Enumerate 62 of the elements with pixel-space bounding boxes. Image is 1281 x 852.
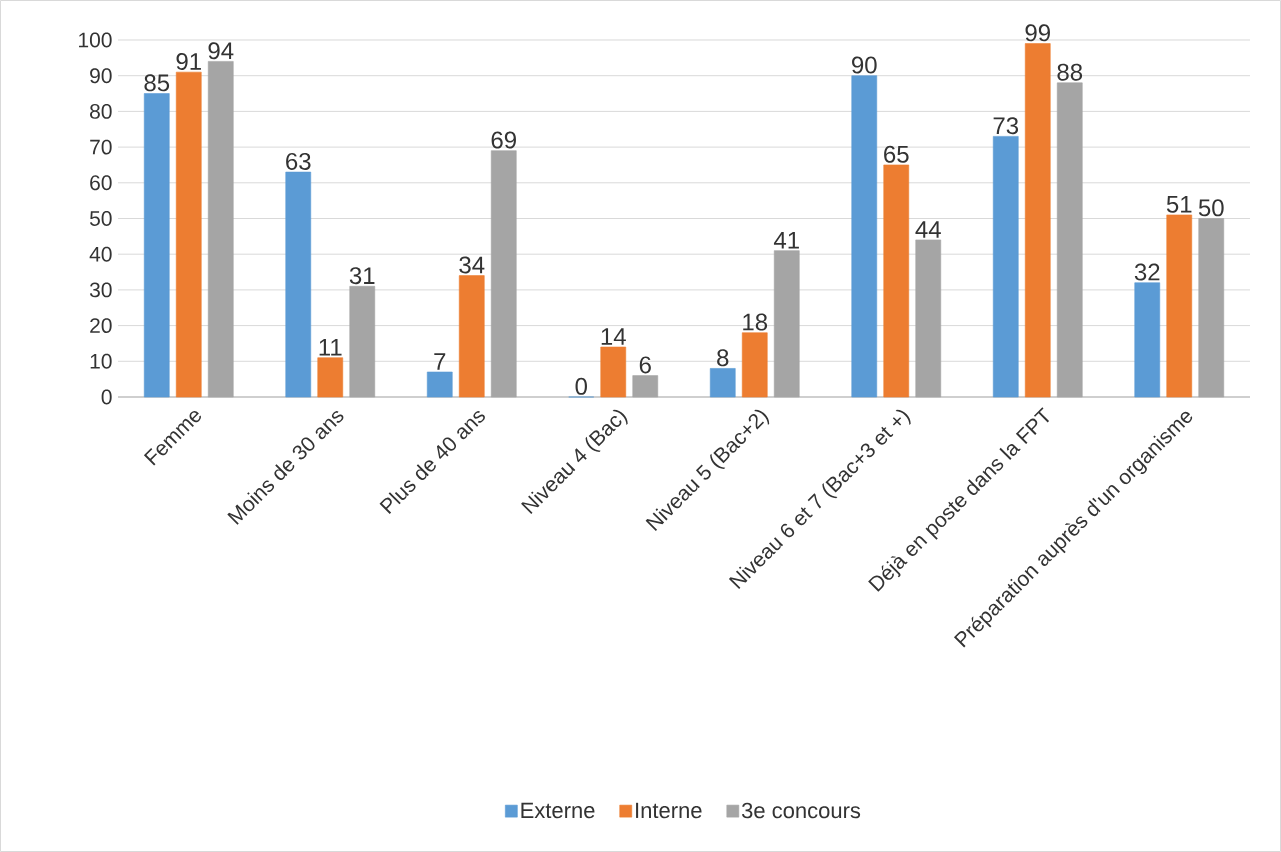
bar xyxy=(285,171,312,398)
data-label: 31 xyxy=(349,267,375,285)
bar xyxy=(1024,43,1051,398)
bar xyxy=(317,357,344,398)
data-label: 41 xyxy=(773,231,799,249)
y-tick-label: 30 xyxy=(89,282,112,298)
bar xyxy=(490,150,517,398)
data-label: 6 xyxy=(639,356,651,374)
y-tick-label: 50 xyxy=(89,211,112,226)
data-label: 34 xyxy=(459,256,485,274)
bar xyxy=(426,371,453,398)
data-label: 99 xyxy=(1025,24,1050,42)
y-tick-label: 60 xyxy=(90,175,112,191)
bar xyxy=(1166,214,1193,398)
bar xyxy=(1134,282,1161,398)
data-label: 65 xyxy=(884,145,909,163)
bar xyxy=(883,164,910,398)
data-label: 8 xyxy=(717,349,729,367)
bar xyxy=(992,136,1019,398)
y-tick-label: 10 xyxy=(90,353,112,369)
legend-label: Externe xyxy=(521,802,595,819)
bar xyxy=(143,93,170,398)
bar xyxy=(741,332,768,398)
data-label: 14 xyxy=(601,328,626,345)
legend-label: Interne xyxy=(636,802,702,819)
y-tick-label: 40 xyxy=(89,246,112,262)
data-label: 73 xyxy=(993,117,1019,135)
bar xyxy=(207,61,234,398)
data-label: 32 xyxy=(1134,263,1160,281)
bar xyxy=(349,286,376,398)
data-label: 85 xyxy=(144,74,170,92)
y-tick-label: 0 xyxy=(101,389,112,405)
x-tick-label: Plus de 40 ans xyxy=(379,411,485,514)
legend-label: 3e concours xyxy=(741,802,861,819)
data-label: 44 xyxy=(915,221,941,238)
data-label: 69 xyxy=(491,131,516,149)
data-label: 11 xyxy=(319,339,342,356)
data-label: 51 xyxy=(1166,195,1192,213)
data-label: 0 xyxy=(575,377,587,395)
bar xyxy=(632,375,659,398)
data-label: 94 xyxy=(208,42,234,60)
bar xyxy=(915,239,942,398)
y-tick-label: 90 xyxy=(90,68,112,84)
data-label: 18 xyxy=(743,313,768,331)
y-tick-label: 80 xyxy=(90,103,112,119)
y-tick-label: 20 xyxy=(90,318,112,334)
bar xyxy=(175,71,202,398)
bar xyxy=(600,346,627,398)
y-tick-label: 100 xyxy=(79,32,112,48)
y-tick-label: 70 xyxy=(90,139,112,155)
data-label: 90 xyxy=(852,56,877,74)
data-label: 63 xyxy=(286,152,311,170)
bar xyxy=(709,368,736,398)
bar xyxy=(458,275,485,398)
data-label: 50 xyxy=(1198,199,1224,217)
data-label: 91 xyxy=(176,52,201,70)
bar xyxy=(773,250,800,398)
data-label: 7 xyxy=(434,353,446,370)
bar xyxy=(1198,218,1225,398)
bar xyxy=(1056,82,1083,398)
bar xyxy=(851,75,878,398)
data-label: 88 xyxy=(1057,63,1083,81)
